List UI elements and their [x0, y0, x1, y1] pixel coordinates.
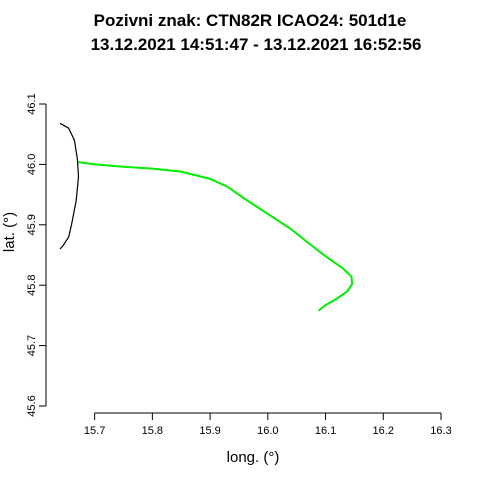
y-tick-label: 45.7: [26, 335, 38, 356]
x-tick-label: 16.0: [257, 425, 278, 437]
chart-title: Pozivni znak: CTN82R ICAO24: 501d1e: [94, 11, 407, 30]
y-tick-label: 46.0: [26, 154, 38, 175]
series-line-1: [77, 161, 354, 312]
y-axis: 45.6 45.7 45.8 45.9 46.0 46.1: [26, 93, 47, 417]
y-tick-label: 45.9: [26, 214, 38, 235]
x-tick-label: 16.2: [373, 425, 394, 437]
chart-subtitle: 13.12.2021 14:51:47 - 13.12.2021 16:52:5…: [91, 35, 422, 54]
y-tick-label: 45.8: [26, 274, 38, 295]
y-tick-label: 46.1: [26, 93, 38, 114]
y-axis-label: lat. (°): [1, 212, 18, 252]
x-tick-label: 15.7: [84, 425, 105, 437]
series-line-2: [59, 122, 80, 250]
x-axis: 15.7 15.8 15.9 16.0 16.1 16.2 16.3: [84, 412, 452, 437]
y-tick-label: 45.6: [26, 395, 38, 416]
plot-area: [59, 122, 354, 312]
x-axis-label: long. (°): [227, 449, 280, 466]
x-tick-label: 15.9: [199, 425, 220, 437]
x-tick-label: 15.8: [142, 425, 163, 437]
x-tick-label: 16.1: [315, 425, 336, 437]
x-tick-label: 16.3: [430, 425, 451, 437]
